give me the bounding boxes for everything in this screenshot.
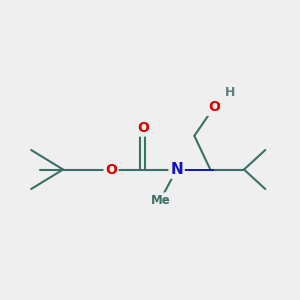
Text: N: N bbox=[170, 162, 183, 177]
Text: O: O bbox=[208, 100, 220, 114]
Text: O: O bbox=[137, 121, 149, 135]
Text: Me: Me bbox=[151, 194, 170, 207]
Text: O: O bbox=[105, 163, 117, 176]
Text: H: H bbox=[225, 86, 235, 99]
